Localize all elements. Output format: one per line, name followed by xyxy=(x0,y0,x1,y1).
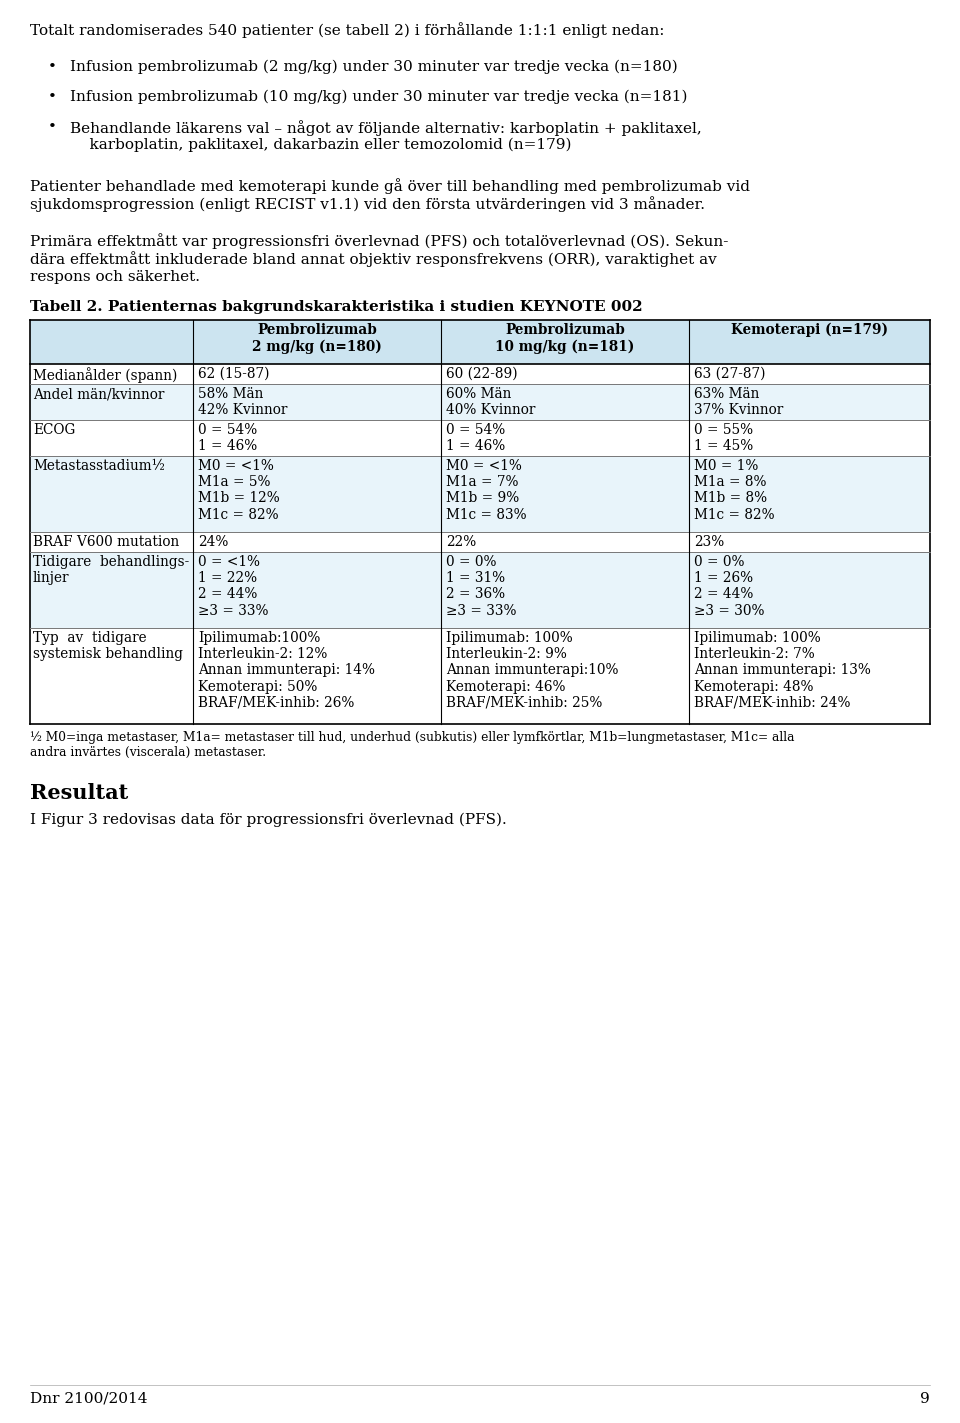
Text: Pembrolizumab
10 mg/kg (n=181): Pembrolizumab 10 mg/kg (n=181) xyxy=(495,323,635,354)
Bar xyxy=(30,552,930,628)
Text: Resultat: Resultat xyxy=(30,783,129,803)
Text: 63 (27-87): 63 (27-87) xyxy=(694,367,765,381)
Bar xyxy=(30,320,930,364)
Text: 0 = 54%
1 = 46%: 0 = 54% 1 = 46% xyxy=(446,423,505,453)
Text: Pembrolizumab
2 mg/kg (n=180): Pembrolizumab 2 mg/kg (n=180) xyxy=(252,323,382,354)
Text: Infusion pembrolizumab (2 mg/kg) under 30 minuter var tredje vecka (n=180): Infusion pembrolizumab (2 mg/kg) under 3… xyxy=(70,60,678,74)
Text: •: • xyxy=(48,90,57,104)
Bar xyxy=(30,364,930,384)
Text: 60% Män
40% Kvinnor: 60% Män 40% Kvinnor xyxy=(446,387,536,417)
Text: Typ  av  tidigare
systemisk behandling: Typ av tidigare systemisk behandling xyxy=(33,630,183,662)
Text: ECOG: ECOG xyxy=(33,423,76,437)
Text: Primära effektmått var progressionsfri överlevnad (PFS) och totalöverlevnad (OS): Primära effektmått var progressionsfri ö… xyxy=(30,233,729,283)
Text: M0 = <1%
M1a = 5%
M1b = 12%
M1c = 82%: M0 = <1% M1a = 5% M1b = 12% M1c = 82% xyxy=(198,460,279,522)
Text: 22%: 22% xyxy=(446,535,476,549)
Bar xyxy=(30,628,930,724)
Text: •: • xyxy=(48,120,57,134)
Text: Behandlande läkarens val – något av följande alternativ: karboplatin + paklitaxe: Behandlande läkarens val – något av följ… xyxy=(70,120,702,135)
Text: Medianålder (spann): Medianålder (spann) xyxy=(33,367,178,383)
Text: 62 (15-87): 62 (15-87) xyxy=(198,367,270,381)
Text: I Figur 3 redovisas data för progressionsfri överlevnad (PFS).: I Figur 3 redovisas data för progression… xyxy=(30,813,507,827)
Text: 0 = 0%
1 = 31%
2 = 36%
≥3 = 33%: 0 = 0% 1 = 31% 2 = 36% ≥3 = 33% xyxy=(446,555,516,618)
Text: 0 = <1%
1 = 22%
2 = 44%
≥3 = 33%: 0 = <1% 1 = 22% 2 = 44% ≥3 = 33% xyxy=(198,555,269,618)
Text: Ipilimumab: 100%
Interleukin-2: 9%
Annan immunterapi:10%
Kemoterapi: 46%
BRAF/ME: Ipilimumab: 100% Interleukin-2: 9% Annan… xyxy=(446,630,618,710)
Bar xyxy=(30,420,930,455)
Text: •: • xyxy=(48,60,57,74)
Text: BRAF V600 mutation: BRAF V600 mutation xyxy=(33,535,180,549)
Text: Kemoterapi (n=179): Kemoterapi (n=179) xyxy=(731,323,888,337)
Text: Ipilimumab: 100%
Interleukin-2: 7%
Annan immunterapi: 13%
Kemoterapi: 48%
BRAF/M: Ipilimumab: 100% Interleukin-2: 7% Annan… xyxy=(694,630,871,710)
Text: 9: 9 xyxy=(921,1392,930,1406)
Text: Ipilimumab:100%
Interleukin-2: 12%
Annan immunterapi: 14%
Kemoterapi: 50%
BRAF/M: Ipilimumab:100% Interleukin-2: 12% Annan… xyxy=(198,630,375,710)
Text: M0 = <1%
M1a = 7%
M1b = 9%
M1c = 83%: M0 = <1% M1a = 7% M1b = 9% M1c = 83% xyxy=(446,460,527,522)
Text: Infusion pembrolizumab (10 mg/kg) under 30 minuter var tredje vecka (n=181): Infusion pembrolizumab (10 mg/kg) under … xyxy=(70,90,687,104)
Text: 0 = 55%
1 = 45%: 0 = 55% 1 = 45% xyxy=(694,423,754,453)
Text: Totalt randomiserades 540 patienter (se tabell 2) i förhållande 1:1:1 enligt ned: Totalt randomiserades 540 patienter (se … xyxy=(30,21,664,38)
Text: Metastasstadium½: Metastasstadium½ xyxy=(33,460,165,472)
Text: karboplatin, paklitaxel, dakarbazin eller temozolomid (n=179): karboplatin, paklitaxel, dakarbazin elle… xyxy=(70,138,571,152)
Text: 58% Män
42% Kvinnor: 58% Män 42% Kvinnor xyxy=(198,387,287,417)
Bar xyxy=(30,384,930,420)
Text: M0 = 1%
M1a = 8%
M1b = 8%
M1c = 82%: M0 = 1% M1a = 8% M1b = 8% M1c = 82% xyxy=(694,460,775,522)
Text: Patienter behandlade med kemoterapi kunde gå över till behandling med pembrolizu: Patienter behandlade med kemoterapi kund… xyxy=(30,178,750,212)
Text: 63% Män
37% Kvinnor: 63% Män 37% Kvinnor xyxy=(694,387,783,417)
Text: 0 = 0%
1 = 26%
2 = 44%
≥3 = 30%: 0 = 0% 1 = 26% 2 = 44% ≥3 = 30% xyxy=(694,555,764,618)
Text: Dnr 2100/2014: Dnr 2100/2014 xyxy=(30,1392,148,1406)
Text: Andel män/kvinnor: Andel män/kvinnor xyxy=(33,387,164,401)
Text: ½ M0=inga metastaser, M1a= metastaser till hud, underhud (subkutis) eller lymfkö: ½ M0=inga metastaser, M1a= metastaser ti… xyxy=(30,731,795,758)
Text: Tabell 2. Patienternas bakgrundskarakteristika i studien KEYNOTE 002: Tabell 2. Patienternas bakgrundskarakter… xyxy=(30,300,642,314)
Bar xyxy=(30,532,930,552)
Text: Tidigare  behandlings-
linjer: Tidigare behandlings- linjer xyxy=(33,555,189,585)
Bar xyxy=(30,455,930,532)
Text: 60 (22-89): 60 (22-89) xyxy=(446,367,517,381)
Text: 0 = 54%
1 = 46%: 0 = 54% 1 = 46% xyxy=(198,423,257,453)
Text: 24%: 24% xyxy=(198,535,228,549)
Text: 23%: 23% xyxy=(694,535,724,549)
